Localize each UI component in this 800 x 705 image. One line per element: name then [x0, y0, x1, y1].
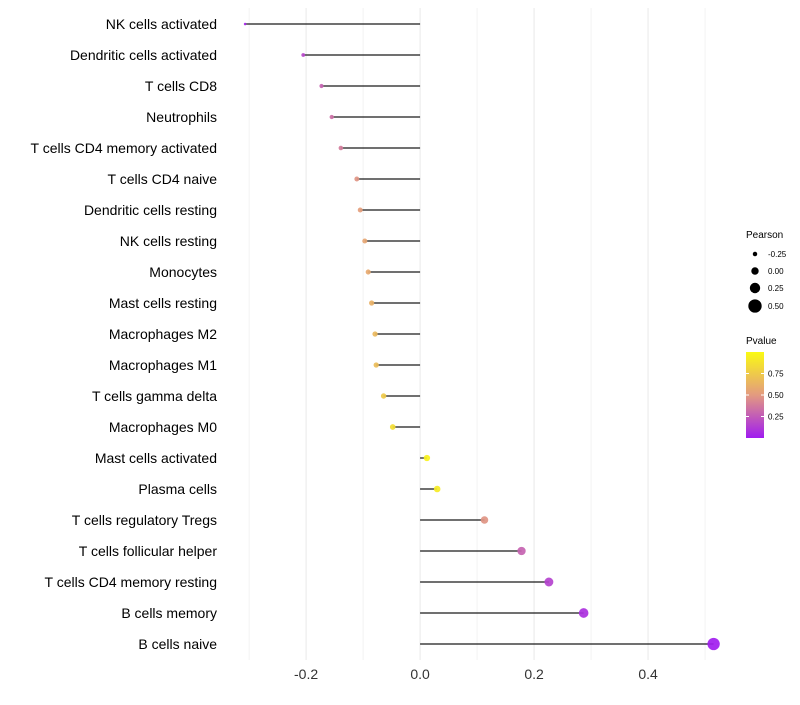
point-2 — [319, 83, 324, 89]
legend-pearson-title: Pearson — [746, 230, 783, 241]
point-1 — [301, 53, 306, 57]
x-tick-label-0: -0.2 — [294, 666, 318, 682]
point-19 — [578, 608, 589, 618]
legend-pearson-label-0: -0.25 — [768, 250, 787, 259]
point-9 — [369, 300, 375, 306]
legend-pearson-key-3 — [748, 299, 762, 313]
point-8 — [365, 269, 371, 275]
point-7 — [362, 238, 368, 244]
x-tick-label-2: 0.2 — [524, 666, 544, 682]
legend-pearson-label-3: 0.50 — [768, 302, 784, 311]
point-16 — [480, 516, 489, 524]
y-label-0: NK cells activated — [106, 16, 217, 32]
lollipop-stems — [245, 23, 714, 645]
point-3 — [329, 114, 334, 120]
legend-pvalue-label-1: 0.50 — [768, 391, 784, 400]
legend-pearson: Pearson -0.25 0.00 0.25 0.50 — [746, 230, 787, 313]
y-label-17: T cells follicular helper — [79, 543, 218, 559]
y-label-14: Mast cells activated — [95, 450, 217, 466]
y-label-9: Mast cells resting — [109, 295, 217, 311]
point-20 — [707, 637, 720, 651]
legend-pvalue-title: Pvalue — [746, 336, 777, 347]
y-axis-labels: NK cells activated Dendritic cells activa… — [31, 16, 218, 652]
y-label-3: Neutrophils — [146, 109, 217, 125]
point-14 — [423, 454, 431, 462]
y-label-20: B cells naive — [138, 636, 217, 652]
legend-pearson-label-2: 0.25 — [768, 284, 784, 293]
point-15 — [433, 485, 441, 493]
legend-pvalue-label-0: 0.75 — [768, 370, 784, 379]
y-label-2: T cells CD8 — [145, 78, 217, 94]
x-axis-tick-labels: -0.2 0.0 0.2 0.4 — [294, 666, 658, 682]
y-label-6: Dendritic cells resting — [84, 202, 217, 218]
point-12 — [380, 393, 387, 399]
y-label-13: Macrophages M0 — [109, 419, 217, 435]
y-label-18: T cells CD4 memory resting — [45, 574, 217, 590]
legend-pearson-label-1: 0.00 — [768, 267, 784, 276]
y-label-12: T cells gamma delta — [92, 388, 217, 404]
legend-pearson-key-1 — [751, 267, 759, 275]
point-10 — [372, 331, 378, 337]
legend-pvalue: Pvalue 0.75 0.50 0.25 — [746, 336, 784, 438]
y-label-19: B cells memory — [121, 605, 217, 621]
point-0 — [243, 22, 247, 26]
x-tick-label-1: 0.0 — [410, 666, 430, 682]
point-6 — [357, 207, 363, 213]
point-11 — [373, 362, 379, 368]
point-4 — [338, 145, 344, 151]
point-13 — [389, 424, 396, 430]
y-label-10: Macrophages M2 — [109, 326, 217, 342]
y-label-15: Plasma cells — [138, 481, 217, 497]
point-5 — [354, 176, 360, 182]
legend-pearson-key-2 — [749, 282, 761, 294]
y-label-8: Monocytes — [149, 264, 217, 280]
y-label-4: T cells CD4 memory activated — [31, 140, 217, 156]
legend-pearson-key-0 — [752, 251, 758, 257]
x-tick-label-3: 0.4 — [638, 666, 658, 682]
legend-pvalue-colorbar — [746, 352, 764, 438]
point-17 — [517, 546, 526, 556]
y-label-5: T cells CD4 naive — [108, 171, 218, 187]
point-18 — [544, 577, 554, 587]
lollipop-points — [243, 22, 720, 651]
y-label-7: NK cells resting — [120, 233, 217, 249]
y-label-1: Dendritic cells activated — [70, 47, 217, 63]
grid-lines — [248, 8, 706, 660]
y-label-16: T cells regulatory Tregs — [72, 512, 217, 528]
y-label-11: Macrophages M1 — [109, 357, 217, 373]
legend-pvalue-label-2: 0.25 — [768, 413, 784, 422]
